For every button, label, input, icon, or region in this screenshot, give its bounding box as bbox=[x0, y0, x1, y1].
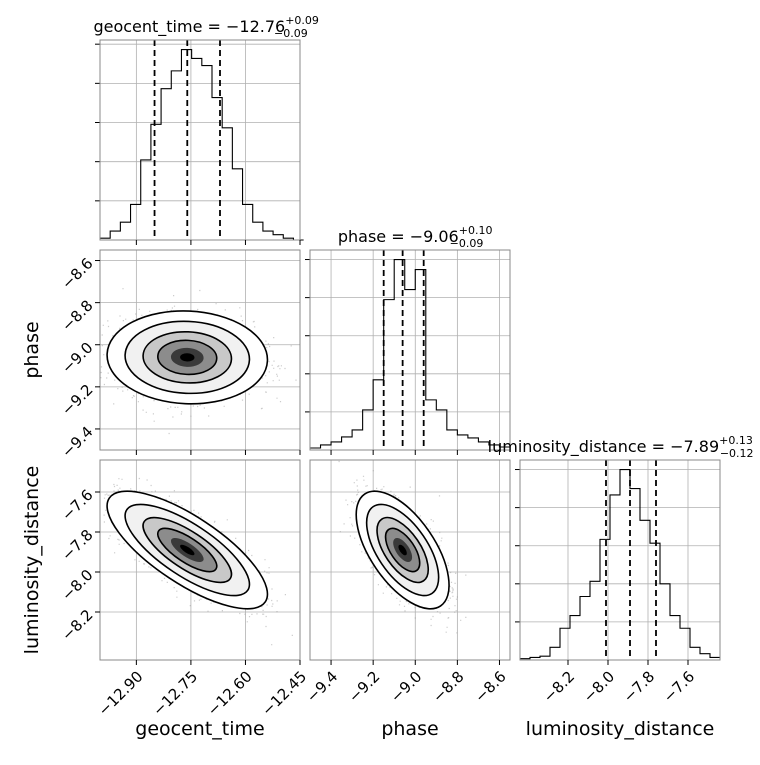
panel-contents bbox=[100, 250, 300, 450]
density-contour-5 bbox=[398, 544, 407, 556]
title-main: geocent_time = −12.76 bbox=[93, 17, 285, 37]
x-tick-label: −8.8 bbox=[429, 668, 467, 706]
y-tick-label: −9.0 bbox=[58, 339, 96, 377]
histogram-step bbox=[100, 48, 304, 241]
scatter-panel-luminosity_distance_vs_phase bbox=[309, 459, 511, 665]
title-plus-error: +0.09 bbox=[285, 14, 319, 27]
panel-frame bbox=[99, 39, 301, 241]
y-tick-label: −8.0 bbox=[58, 566, 96, 604]
panel-frame bbox=[519, 459, 721, 661]
x-tick-label: −9.2 bbox=[345, 668, 383, 706]
y-axis-label-luminosity_distance: luminosity_distance bbox=[21, 466, 43, 655]
y-tick-label: −8.2 bbox=[58, 606, 96, 644]
panel-frame bbox=[309, 459, 511, 661]
x-tick-label: −8.2 bbox=[540, 668, 578, 706]
title-plus-error: +0.10 bbox=[459, 224, 493, 237]
x-tick-label: −9.4 bbox=[303, 668, 341, 706]
y-tick-label: −8.8 bbox=[58, 296, 96, 334]
panels-layer bbox=[95, 39, 721, 665]
panel-title-luminosity_distance: luminosity_distance = −7.89+0.13−0.12 bbox=[488, 434, 754, 460]
panel-title-text: luminosity_distance = −7.89+0.13 bbox=[488, 434, 753, 457]
panel-frame bbox=[309, 249, 511, 451]
y-tick-label: −7.8 bbox=[58, 526, 96, 564]
panel-contents bbox=[100, 460, 300, 660]
title-plus-error: +0.13 bbox=[719, 434, 753, 447]
x-tick-label: −8.0 bbox=[580, 668, 618, 706]
x-tick-label: −9.0 bbox=[387, 668, 425, 706]
x-tick-label: −7.8 bbox=[620, 668, 658, 706]
panel-title-text: geocent_time = −12.76+0.09 bbox=[93, 14, 319, 37]
hist-panel-phase bbox=[305, 249, 511, 455]
panel-frame bbox=[99, 459, 301, 661]
x-axis-label-phase: phase bbox=[381, 718, 438, 740]
x-axis-label-geocent_time: geocent_time bbox=[135, 718, 264, 740]
x-tick-label: −12.60 bbox=[204, 668, 256, 720]
histogram-step bbox=[520, 468, 720, 660]
x-tick-label: −12.90 bbox=[95, 668, 147, 720]
y-tick-label: −9.2 bbox=[58, 381, 96, 419]
title-minus-error: −0.09 bbox=[274, 27, 308, 40]
panel-title-text: phase = −9.06+0.10 bbox=[338, 224, 493, 246]
panel-title-geocent_time: geocent_time = −12.76+0.09−0.09 bbox=[93, 14, 319, 40]
scatter-panel-luminosity_distance_vs_geocent_time bbox=[95, 459, 301, 665]
scatter-panel-phase_vs_geocent_time bbox=[95, 249, 301, 455]
hist-panel-geocent_time bbox=[95, 39, 304, 245]
density-contour-5 bbox=[180, 544, 195, 556]
y-tick-label: −9.4 bbox=[58, 423, 96, 461]
y-tick-label: −7.6 bbox=[58, 486, 96, 524]
panel-title-phase: phase = −9.06+0.10−0.09 bbox=[338, 224, 493, 250]
density-contour-5 bbox=[180, 353, 195, 362]
title-minus-error: −0.09 bbox=[450, 237, 484, 250]
y-tick-label: −8.6 bbox=[58, 254, 96, 292]
title-main: phase = −9.06 bbox=[338, 227, 459, 246]
histogram-step bbox=[310, 258, 510, 449]
x-tick-label: −7.6 bbox=[660, 668, 698, 706]
x-tick-label: −12.75 bbox=[149, 668, 201, 720]
panel-frame bbox=[99, 249, 301, 451]
x-axis-label-luminosity_distance: luminosity_distance bbox=[526, 718, 715, 740]
x-tick-label: −8.6 bbox=[471, 668, 509, 706]
title-main: luminosity_distance = −7.89 bbox=[488, 437, 719, 457]
panel-contents bbox=[310, 460, 510, 660]
y-axis-label-phase: phase bbox=[21, 321, 43, 378]
title-minus-error: −0.12 bbox=[720, 447, 754, 460]
hist-panel-luminosity_distance bbox=[515, 459, 721, 665]
